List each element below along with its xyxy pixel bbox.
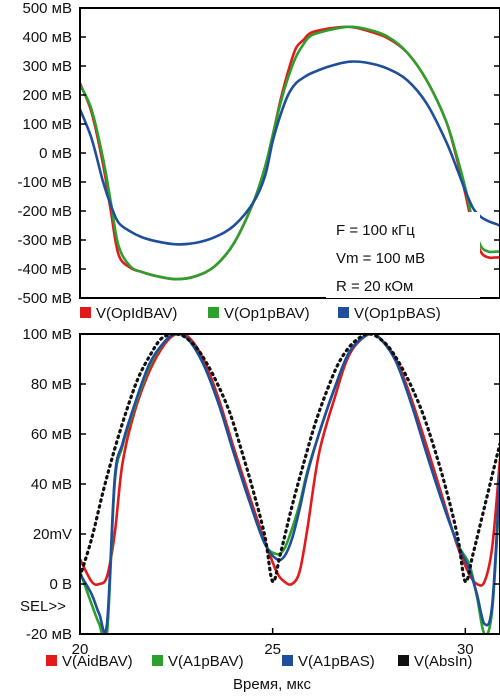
sel-marker: SEL>> — [20, 598, 66, 615]
annotation-frequency: F = 100 кГц — [336, 222, 415, 239]
top-y-tick-label: 100 мВ — [22, 116, 72, 133]
annotation-resistance: R = 20 кОм — [336, 278, 413, 295]
bottom-legend-label: V(A1pBAS) — [298, 653, 375, 670]
top-y-tick-label: 200 мВ — [22, 87, 72, 104]
bottom-y-tick-label: 20mV — [33, 526, 72, 543]
bottom-y-tick-label: 40 мВ — [31, 476, 72, 493]
annotation-box — [326, 212, 480, 298]
top-y-tick-label: -500 мВ — [17, 290, 72, 307]
top-legend-label: V(Op1pBAV) — [224, 305, 310, 322]
top-series-line-3 — [80, 60, 500, 246]
top-plot: 500 мВ 400 мВ 300 мВ 200 мВ 100 мВ 0 мВ -100 м… — [17, 0, 500, 307]
bottom-legend-label: V(AidBAV) — [62, 653, 133, 670]
bottom-x-tick-label: 25 — [264, 641, 281, 658]
bottom-legend: V(AidBAV) V(A1pBAV) V(A1pBAS) V(AbsIn) — [46, 653, 472, 670]
bottom-series-line-4 — [80, 334, 500, 584]
bottom-plot: 100 мВ 80 мВ 60 мВ 40 мВ 20mV 0 В -20 мВ 20 25 3… — [20, 326, 500, 658]
top-y-tick-label: -100 мВ — [17, 174, 72, 191]
top-y-tick-label: 300 мВ — [22, 58, 72, 75]
top-y-tick-label: 400 мВ — [22, 29, 72, 46]
bottom-legend-swatch — [46, 655, 57, 666]
top-y-tick-label: 500 мВ — [22, 0, 72, 17]
annotation-amplitude: Vm = 100 мВ — [336, 250, 425, 267]
top-y-tick-label: -200 мВ — [17, 203, 72, 220]
bottom-y-tick-label: -20 мВ — [26, 626, 72, 643]
bottom-y-tick-label: 0 В — [49, 576, 72, 593]
bottom-legend-label: V(AbsIn) — [414, 653, 472, 670]
bottom-legend-swatch — [282, 655, 293, 666]
top-y-tick-label: -400 мВ — [17, 261, 72, 278]
top-legend-label: V(Op1pBAS) — [354, 305, 441, 322]
bottom-legend-swatch — [398, 655, 409, 666]
parameter-annotation: F = 100 кГц Vm = 100 мВ R = 20 кОм — [326, 212, 480, 298]
bottom-series-line-3 — [80, 334, 500, 634]
bottom-legend-label: V(A1pBAV) — [168, 653, 244, 670]
top-series-line-2 — [80, 25, 500, 281]
top-legend-swatch — [208, 307, 219, 318]
bottom-y-tick-label: 80 мВ — [31, 376, 72, 393]
top-y-tick-label: 0 мВ — [39, 145, 72, 162]
bottom-y-tick-label: 100 мВ — [22, 326, 72, 343]
top-legend-swatch — [338, 307, 349, 318]
top-legend: V(OpIdBAV) V(Op1pBAV) V(Op1pBAS) — [80, 305, 441, 322]
x-axis-title: Время, мкс — [233, 676, 312, 693]
bottom-x-tick-label: 30 — [457, 641, 474, 658]
bottom-legend-swatch — [152, 655, 163, 666]
top-legend-label: V(OpIdBAV) — [96, 305, 177, 322]
bottom-x-tick-label: 20 — [72, 641, 89, 658]
top-y-tick-label: -300 мВ — [17, 232, 72, 249]
bottom-y-tick-label: 60 мВ — [31, 426, 72, 443]
top-legend-swatch — [80, 307, 91, 318]
